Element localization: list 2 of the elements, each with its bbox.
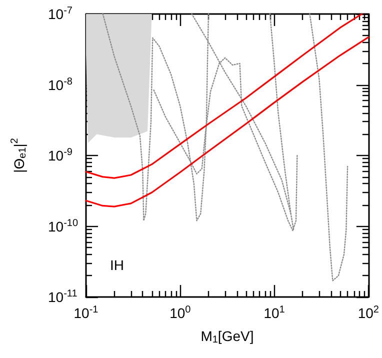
annotation: IH — [110, 257, 124, 273]
y-axis-title: |Θe1|2 — [10, 138, 28, 173]
